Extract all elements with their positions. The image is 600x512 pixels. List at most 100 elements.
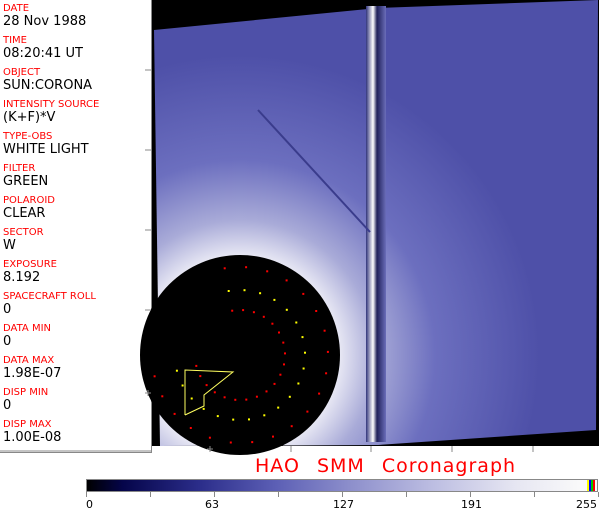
limb-marker-dot (277, 406, 280, 409)
field-value: 1.00E-08 (3, 430, 62, 445)
field-value: 08:20:41 UT (3, 46, 83, 61)
field-label: DATA MAX (3, 355, 55, 366)
diffraction-line (257, 109, 371, 233)
limb-marker-dot (288, 395, 291, 398)
field-label: EXPOSURE (3, 259, 58, 270)
limb-marker-dot (208, 436, 211, 439)
limb-marker-dot (245, 266, 248, 269)
occulter-disk (140, 255, 340, 455)
limb-marker-dot (262, 315, 265, 318)
colorbar-tick (278, 492, 279, 497)
field-label: DATE (3, 3, 30, 14)
limb-marker-dot (232, 418, 235, 421)
limb-marker-dot (255, 395, 258, 398)
limb-marker-dot (306, 410, 309, 413)
colorbar-label: 255 (576, 498, 597, 511)
limb-marker-dot (272, 435, 274, 438)
colorbar-label: 63 (205, 498, 219, 511)
limb-marker-dot (326, 350, 329, 353)
colorbar-tick (150, 492, 151, 497)
limb-marker-dot (263, 414, 266, 417)
colorbar-tick (406, 492, 407, 497)
colorbar-marker-blue (589, 480, 591, 491)
limb-marker-dot (283, 363, 285, 366)
colorbar-tick (598, 492, 599, 497)
limb-marker-dot (295, 321, 298, 324)
field-value: 8.192 (3, 270, 41, 285)
limb-marker-dot (302, 367, 305, 370)
field-label: TIME (3, 35, 28, 46)
limb-marker-dot (243, 289, 246, 292)
limb-marker-dot (190, 397, 193, 400)
limb-marker-dot (304, 351, 306, 354)
field-label: SECTOR (3, 227, 44, 238)
field-label: DISP MAX (3, 419, 52, 430)
limb-marker-dot (202, 407, 205, 410)
limb-marker-dot (315, 310, 318, 312)
colorbar-label: 0 (86, 498, 93, 511)
limb-markers (153, 266, 329, 444)
limb-marker-dot (229, 441, 232, 444)
header-info-panel: DATE 28 Nov 1988 TIME 08:20:41 UT OBJECT SUN:… (0, 0, 152, 453)
limb-marker-dot (271, 322, 274, 325)
limb-marker-dot (248, 418, 250, 421)
field-label: DATA MIN (3, 323, 51, 334)
limb-marker-dot (199, 375, 202, 378)
colorbar-tick (534, 492, 535, 497)
limb-marker-dot (245, 398, 248, 401)
limb-marker-dot (301, 336, 304, 339)
limb-marker-dot (242, 309, 245, 312)
limb-marker-dot (290, 425, 293, 428)
limb-marker-dot (223, 396, 226, 399)
limb-marker-dot (323, 329, 326, 332)
limb-marker-dot (318, 392, 321, 395)
limb-marker-dot (195, 364, 198, 367)
limb-marker-dot (181, 384, 184, 387)
field-label: POLAROID (3, 195, 56, 206)
limb-marker-dot (227, 290, 230, 292)
colorbar-marker-green (591, 480, 593, 491)
colorbar-tick (86, 492, 87, 497)
limb-marker-dot (266, 270, 269, 273)
pylon-streak (366, 6, 386, 442)
colorbar-tick (470, 492, 471, 497)
limb-marker-dot (278, 331, 280, 334)
limb-marker-dot (285, 308, 288, 311)
field-label: DISP MIN (3, 387, 49, 398)
colorbar (86, 479, 598, 492)
limb-marker-dot (205, 384, 208, 387)
limb-marker-dot (284, 352, 286, 355)
limb-marker-dot (231, 309, 234, 312)
field-value: 0 (3, 302, 12, 317)
limb-marker-dot (161, 395, 164, 398)
field-value: (K+F)*V (3, 110, 56, 125)
field-value: 0 (3, 398, 12, 413)
limb-marker-dot (234, 398, 237, 401)
field-label: FILTER (3, 163, 36, 174)
limb-marker-dot (251, 441, 254, 444)
limb-marker-dot (173, 412, 176, 415)
field-value: 0 (3, 334, 12, 349)
limb-marker-dot (223, 267, 226, 270)
colorbar-marker-yellow (587, 480, 589, 491)
limb-marker-dot (216, 415, 219, 418)
colorbar-tick (214, 492, 215, 497)
instrument-title: HAO SMM Coronagraph (255, 455, 517, 477)
coronagraph-image (0, 0, 599, 455)
field-value: 28 Nov 1988 (3, 14, 87, 29)
limb-marker-dot (325, 372, 328, 375)
sun-outline-marker (184, 369, 235, 416)
colorbar-marker-red (593, 480, 595, 491)
colorbar-tick (342, 492, 343, 497)
limb-marker-dot (153, 375, 156, 378)
colorbar-label: 127 (333, 498, 354, 511)
field-value: W (3, 238, 16, 253)
field-value: CLEAR (3, 206, 46, 221)
field-label: INTENSITY SOURCE (3, 99, 100, 110)
limb-marker-dot (282, 341, 285, 344)
limb-marker-dot (252, 311, 255, 314)
field-label: SPACECRAFT ROLL (3, 291, 96, 302)
colorbar-label: 191 (461, 498, 482, 511)
limb-marker-dot (302, 292, 305, 295)
limb-marker-dot (297, 382, 300, 385)
